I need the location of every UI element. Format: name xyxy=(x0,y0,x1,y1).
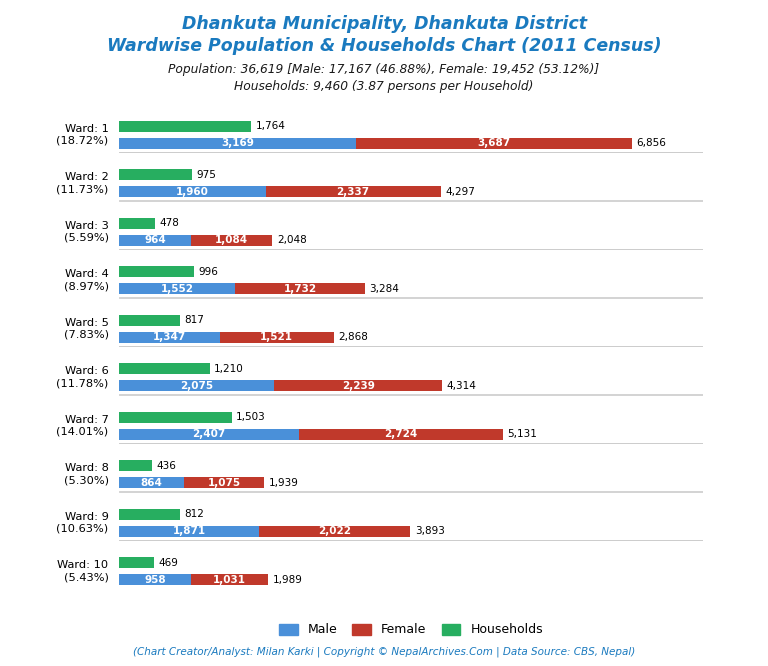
Bar xyxy=(119,186,266,197)
Text: Households: 9,460 (3.87 persons per Household): Households: 9,460 (3.87 persons per Hous… xyxy=(234,80,534,93)
Bar xyxy=(119,315,180,326)
Bar xyxy=(184,478,264,488)
Bar xyxy=(356,138,632,149)
Text: 996: 996 xyxy=(198,267,218,277)
Bar xyxy=(266,186,441,197)
Bar xyxy=(119,266,194,277)
Bar xyxy=(119,526,259,537)
Bar xyxy=(119,169,192,180)
Text: 478: 478 xyxy=(159,218,179,228)
Bar xyxy=(119,557,154,568)
Bar xyxy=(119,478,184,488)
Text: 1,939: 1,939 xyxy=(269,478,299,488)
Bar xyxy=(119,121,251,132)
Bar xyxy=(119,284,235,294)
Bar xyxy=(119,574,190,585)
Text: 2,868: 2,868 xyxy=(338,332,368,342)
Bar xyxy=(300,429,503,440)
Bar xyxy=(119,235,191,246)
Text: 975: 975 xyxy=(197,170,217,180)
Bar xyxy=(119,412,231,422)
Bar xyxy=(191,235,273,246)
Text: 1,210: 1,210 xyxy=(214,364,243,374)
Bar xyxy=(119,509,180,519)
Bar xyxy=(119,364,210,374)
Bar xyxy=(119,460,151,471)
Text: 864: 864 xyxy=(141,478,162,488)
Text: 2,337: 2,337 xyxy=(336,186,369,196)
Text: 2,724: 2,724 xyxy=(385,429,418,439)
Bar xyxy=(119,332,220,342)
Text: 2,239: 2,239 xyxy=(342,381,375,391)
Bar xyxy=(235,284,365,294)
Text: 1,764: 1,764 xyxy=(256,121,286,131)
Bar xyxy=(119,218,155,228)
Text: 1,732: 1,732 xyxy=(283,284,316,294)
Text: 4,314: 4,314 xyxy=(446,381,476,391)
Text: 964: 964 xyxy=(144,235,166,245)
Text: 1,075: 1,075 xyxy=(207,478,240,488)
Bar xyxy=(119,380,274,391)
Bar xyxy=(119,138,356,149)
Text: Wardwise Population & Households Chart (2011 Census): Wardwise Population & Households Chart (… xyxy=(107,37,661,55)
Text: 4,297: 4,297 xyxy=(445,186,475,196)
Text: 3,169: 3,169 xyxy=(221,139,254,149)
Text: Population: 36,619 [Male: 17,167 (46.88%), Female: 19,452 (53.12%)]: Population: 36,619 [Male: 17,167 (46.88%… xyxy=(168,63,600,77)
Text: 1,031: 1,031 xyxy=(213,575,246,585)
Text: 2,075: 2,075 xyxy=(180,381,214,391)
Bar xyxy=(274,380,442,391)
Text: 812: 812 xyxy=(184,509,204,519)
Text: 2,048: 2,048 xyxy=(276,235,306,245)
Bar xyxy=(190,574,268,585)
Text: Dhankuta Municipality, Dhankuta District: Dhankuta Municipality, Dhankuta District xyxy=(181,15,587,33)
Text: 1,347: 1,347 xyxy=(153,332,186,342)
Bar xyxy=(220,332,333,342)
Text: 3,893: 3,893 xyxy=(415,526,445,536)
Legend: Male, Female, Households: Male, Female, Households xyxy=(274,619,548,641)
Text: 2,022: 2,022 xyxy=(318,526,351,536)
Text: 1,960: 1,960 xyxy=(176,186,209,196)
Text: 958: 958 xyxy=(144,575,166,585)
Text: 1,521: 1,521 xyxy=(260,332,293,342)
Text: 2,407: 2,407 xyxy=(193,429,226,439)
Bar xyxy=(259,526,410,537)
Text: 1,871: 1,871 xyxy=(173,526,206,536)
Text: 1,989: 1,989 xyxy=(273,575,303,585)
Text: 3,284: 3,284 xyxy=(369,284,399,294)
Text: 3,687: 3,687 xyxy=(478,139,511,149)
Text: 436: 436 xyxy=(156,461,176,471)
Text: 817: 817 xyxy=(184,315,204,325)
Text: (Chart Creator/Analyst: Milan Karki | Copyright © NepalArchives.Com | Data Sourc: (Chart Creator/Analyst: Milan Karki | Co… xyxy=(133,647,635,657)
Text: 469: 469 xyxy=(159,557,178,567)
Bar xyxy=(119,429,300,440)
Text: 1,503: 1,503 xyxy=(236,412,266,422)
Text: 1,084: 1,084 xyxy=(215,235,248,245)
Text: 6,856: 6,856 xyxy=(637,139,667,149)
Text: 5,131: 5,131 xyxy=(508,429,538,439)
Text: 1,552: 1,552 xyxy=(161,284,194,294)
